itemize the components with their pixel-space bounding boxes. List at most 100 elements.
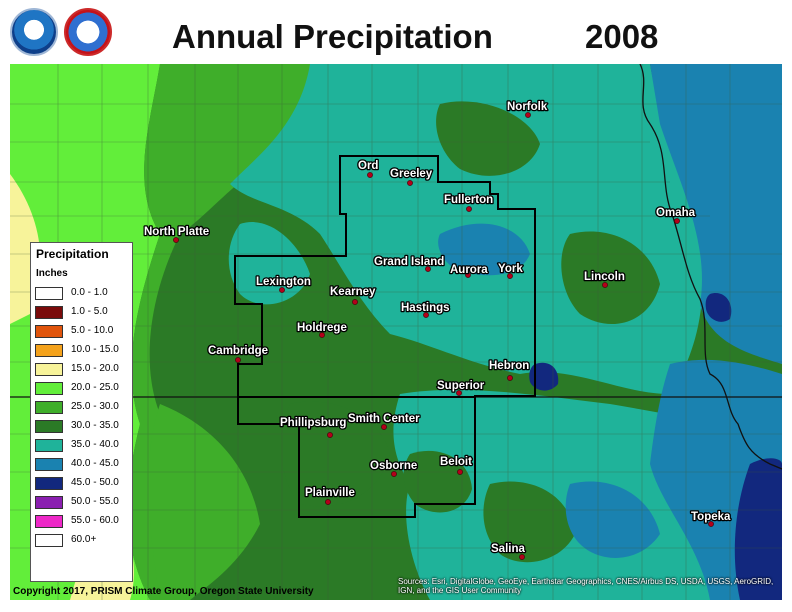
precip-zone-30-35-beloit [403,450,472,513]
legend-label: 60.0+ [71,534,97,545]
city-markers: Norfolk Ord Greeley Fullerton Omaha Nort… [143,100,732,560]
legend-label: 1.0 - 5.0 [71,306,108,317]
legend-swatch [35,382,63,395]
city-label-holdrege: Holdrege [297,322,347,334]
city-label-cambridge: Cambridge [208,345,268,357]
city-dot-fullerton [466,206,472,212]
city-label-aurora: Aurora [450,264,488,276]
city-dot-norfolk [525,112,531,118]
city-dot-superior [456,390,462,396]
copyright-text: Copyright 2017, PRISM Climate Group, Ore… [13,586,314,597]
legend-label: 30.0 - 35.0 [71,420,119,431]
city-dot-smith-center [381,424,387,430]
legend-label: 40.0 - 45.0 [71,458,119,469]
legend-label: 5.0 - 10.0 [71,325,114,336]
sources-attribution: Sources: Esri, DigitalGlobe, GeoEye, Ear… [398,577,774,595]
city-label-ord: Ord [358,160,378,172]
legend-swatch [35,287,63,300]
legend-swatch [35,477,63,490]
city-label-hebron: Hebron [489,360,529,372]
city-dot-cambridge [235,357,241,363]
city-label-superior: Superior [437,380,485,392]
city-dot-salina [519,554,525,560]
legend-label: 45.0 - 50.0 [71,477,119,488]
legend-label: 50.0 - 55.0 [71,496,119,507]
city-label-phillipsburg: Phillipsburg [280,417,346,429]
legend-swatch [35,458,63,471]
city-label-grand-island: Grand Island [374,256,444,268]
city-dot-beloit [457,469,463,475]
precipitation-legend: Precipitation Inches 0.0 - 1.0 1.0 - 5.0… [30,242,133,582]
map-header: Annual Precipitation 2008 [0,0,792,64]
city-label-topeka: Topeka [691,511,731,523]
legend-title: Precipitation [36,247,109,261]
precipitation-map: Norfolk Ord Greeley Fullerton Omaha Nort… [10,64,782,600]
city-dot-hastings [423,312,429,318]
city-label-smith-center: Smith Center [348,413,420,425]
city-dot-aurora [465,272,471,278]
city-dot-kearney [352,299,358,305]
city-label-fullerton: Fullerton [444,194,493,206]
city-label-plainville: Plainville [305,487,355,499]
legend-units: Inches [36,268,68,279]
map-year: 2008 [585,18,659,55]
city-label-omaha: Omaha [656,207,696,219]
legend-swatch [35,363,63,376]
precip-zone-30-35-smith-center [281,401,390,507]
city-dot-greeley [407,180,413,186]
city-dot-plainville [325,499,331,505]
precip-zone-40-45-east [650,64,782,364]
legend-label: 20.0 - 25.0 [71,382,119,393]
precip-zone-45-50-hebron [529,362,559,391]
legend-swatch [35,401,63,414]
city-label-york: York [498,263,523,275]
city-dot-york [507,273,513,279]
legend-label: 15.0 - 20.0 [71,363,119,374]
precip-zone-40-45-kansas [565,481,660,558]
legend-swatch [35,420,63,433]
precip-zone-30-35-lincoln [561,231,660,324]
city-label-salina: Salina [491,543,525,555]
city-dot-phillipsburg [327,432,333,438]
legend-swatch [35,515,63,528]
legend-swatch [35,439,63,452]
precip-zone-25-30-west [128,64,340,600]
nws-logo [64,8,112,56]
city-label-kearney: Kearney [330,286,376,298]
legend-swatch [35,344,63,357]
missouri-river-line [639,64,782,470]
legend-swatch [35,534,63,547]
city-label-hastings: Hastings [401,302,450,314]
legend-swatch [35,325,63,338]
legend-label: 25.0 - 30.0 [71,401,119,412]
city-dot-lexington [279,287,285,293]
city-label-norfolk: Norfolk [507,101,548,113]
city-dot-holdrege [319,332,325,338]
precip-zone-40-45-aurora [438,223,530,276]
precip-zone-45-50-topeka [734,458,782,600]
city-label-lexington: Lexington [256,276,311,288]
forecast-area-boundary [234,155,536,518]
legend-swatch [35,496,63,509]
city-label-beloit: Beloit [440,456,472,468]
city-dot-hebron [507,375,513,381]
map-canvas: Norfolk Ord Greeley Fullerton Omaha Nort… [10,64,782,600]
legend-label: 10.0 - 15.0 [71,344,119,355]
city-label-osborne: Osborne [370,460,417,472]
city-dot-ord [367,172,373,178]
city-dot-lincoln [602,282,608,288]
legend-label: 55.0 - 60.0 [71,515,119,526]
city-label-lincoln: Lincoln [584,271,625,283]
city-dot-grand-island [425,266,431,272]
noaa-logo [10,8,58,56]
city-label-north-platte: North Platte [144,226,209,238]
city-dot-north-platte [173,237,179,243]
legend-label: 35.0 - 40.0 [71,439,119,450]
city-label-greeley: Greeley [390,168,433,180]
map-title: Annual Precipitation [172,18,493,55]
city-dot-topeka [708,521,714,527]
legend-swatch [35,306,63,319]
city-dot-osborne [391,471,397,477]
precip-zone-25-30-south [148,404,260,600]
city-dot-omaha [674,218,680,224]
